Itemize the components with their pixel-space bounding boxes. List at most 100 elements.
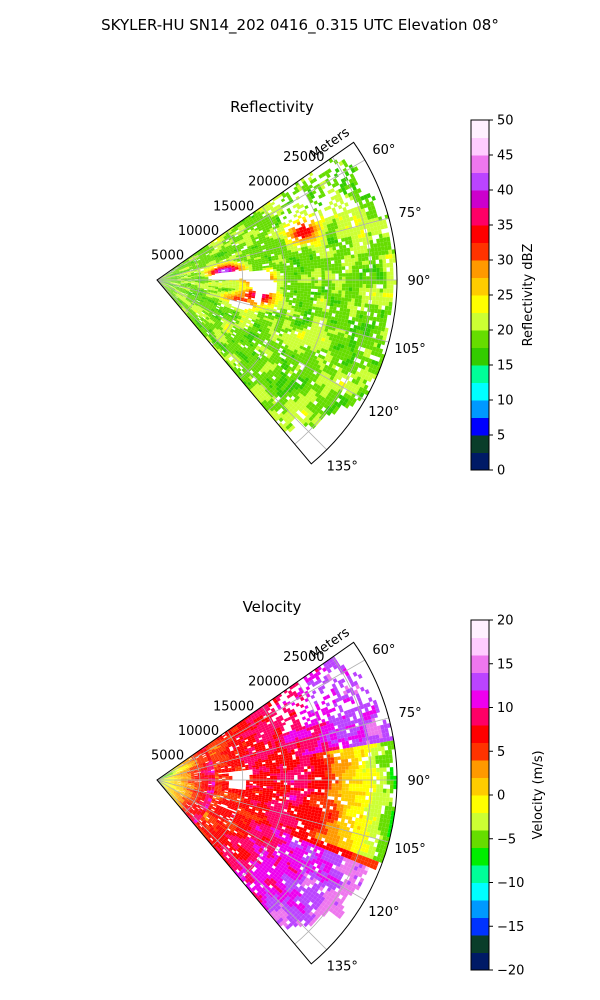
radar-cell [315,304,320,308]
radar-cell [166,274,170,277]
radar-cell [260,233,265,238]
radar-cell [250,227,255,231]
radar-cell [255,266,260,270]
radar-cell [264,363,269,368]
radar-cell [215,315,219,319]
radar-cell [203,289,208,292]
radar-cell [351,392,357,398]
radar-cell [290,272,295,276]
radar-cell [231,314,235,317]
radar-cell [242,234,246,238]
radar-cell [361,208,366,214]
radar-cell [276,271,281,274]
radar-cell [352,272,356,277]
radar-cell [315,372,321,377]
radar-cell [284,382,289,387]
radar-cell [346,247,351,252]
radar-cell [367,231,372,237]
radar-cell [169,274,174,276]
radar-cell [327,299,331,303]
radar-cell [249,287,253,289]
radar-cell [314,271,318,275]
radar-cell [301,249,306,253]
radar-cell [215,299,219,302]
radar-cell [345,280,349,284]
radar-cell [292,297,297,301]
radar-cell [240,724,245,728]
radar-cell [203,249,208,252]
radar-cell [321,280,325,284]
radar-cell [293,412,299,418]
radar-cell [165,286,168,289]
radar-cell [222,328,227,332]
radar-cell [182,269,187,271]
radar-cell [250,220,255,224]
radar-cell [328,336,333,341]
radar-cell [217,239,222,242]
radar-cell [212,340,216,344]
radar-cell [208,285,212,288]
radar-cell [310,194,316,200]
radar-cell [345,358,351,364]
radar-cell [339,347,344,353]
radar-cell [191,317,195,321]
radar-cell [347,236,352,241]
radar-cell [355,362,360,368]
radar-cell [241,337,245,342]
radar-cell [170,276,174,278]
radar-cell [198,295,202,298]
radar-cell [310,244,315,249]
radar-cell [317,186,323,192]
radar-cell [242,357,247,362]
radar-cell [196,300,200,304]
radar-cell [216,319,221,323]
radar-cell [320,401,326,407]
radar-cell [181,291,186,294]
radar-cell [334,225,339,230]
radar-cell [355,269,360,273]
radar-cell [267,242,272,246]
radar-cell [205,332,209,336]
radar-cell [291,305,296,309]
radar-cell [284,364,290,369]
radar-cell [376,242,381,248]
radar-cell [198,309,202,313]
radar-cell [314,309,319,314]
radar-cell [198,315,202,319]
radar-cell [222,309,226,313]
radar-cell [349,401,355,407]
radar-cell [279,371,285,376]
radar-cell [231,333,236,337]
radar-cell [168,292,172,295]
radar-cell [206,254,210,257]
radar-cell [348,164,354,170]
radar-cell [198,294,203,297]
radar-cell [270,213,275,218]
radar-cell [214,267,218,270]
radar-cell [192,291,197,293]
radar-cell [223,307,227,310]
radar-cell [198,261,202,264]
radar-cell [214,290,218,293]
radar-cell [180,276,185,278]
radar-cell [287,346,292,351]
radar-cell [223,251,228,254]
radar-cell [233,308,238,312]
radar-cell [382,335,387,341]
radar-cell [206,247,210,251]
radar-cell [296,205,302,210]
radar-cell [267,316,271,320]
radar-cell [385,297,390,302]
radar-cell [166,283,170,285]
radar-cell [248,295,252,298]
radar-cell [258,260,262,263]
radar-cell [167,277,171,278]
radar-cell [273,205,278,210]
radar-cell [201,326,205,330]
radar-cell [373,276,377,281]
radar-cell [330,226,336,231]
radar-cell [177,284,181,286]
radar-cell [266,252,271,256]
radar-cell [298,338,303,343]
radar-cell [211,299,216,302]
